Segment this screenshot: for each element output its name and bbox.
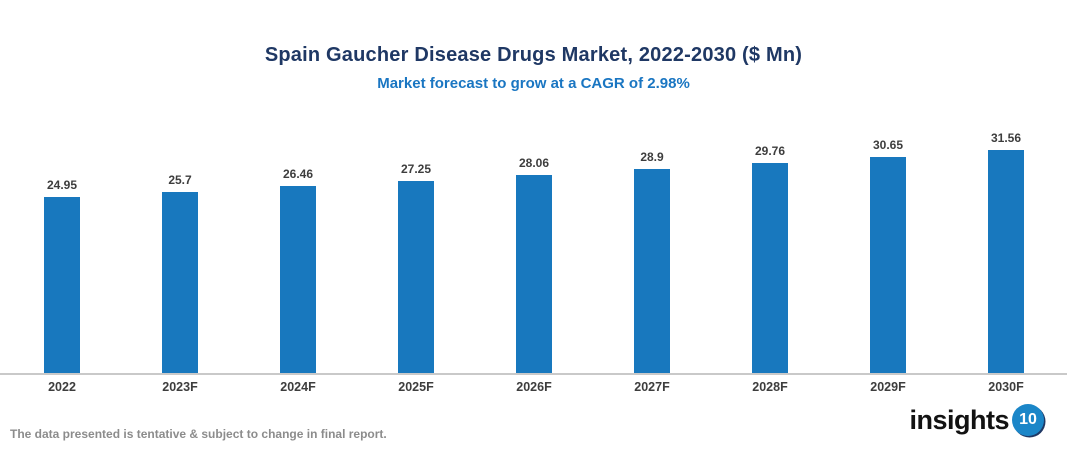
bar bbox=[280, 186, 316, 373]
chart-plot: 24.95 25.7 26.46 27.25 28.06 28.9 29.76 30.65 31… bbox=[3, 100, 1065, 373]
bar bbox=[44, 196, 80, 373]
x-axis-label: 2028F bbox=[752, 380, 788, 394]
bar-value-label: 28.9 bbox=[640, 149, 664, 164]
bar-value-label: 28.06 bbox=[518, 155, 550, 170]
chart-subtitle: Market forecast to grow at a CAGR of 2.9… bbox=[377, 75, 690, 92]
bar-value-label: 24.95 bbox=[46, 177, 78, 192]
chart-title: Spain Gaucher Disease Drugs Market, 2022… bbox=[264, 44, 803, 66]
bar-value-label: 26.46 bbox=[282, 167, 314, 182]
bar-value-label: 29.76 bbox=[754, 143, 786, 158]
chart-x-labels: 2022 2023F 2024F 2025F 2026F 2027F 2028F 2029F 2… bbox=[3, 380, 1065, 394]
bar bbox=[988, 150, 1024, 373]
x-axis-label: 2022 bbox=[48, 380, 76, 394]
bar-value-label: 30.65 bbox=[872, 137, 904, 152]
bar-column: 27.25 bbox=[357, 162, 475, 373]
x-axis-label: 2029F bbox=[870, 380, 906, 394]
x-axis-label: 2030F bbox=[988, 380, 1024, 394]
insights10-logo: insights 10 bbox=[909, 404, 1044, 436]
bar bbox=[752, 162, 788, 373]
bar bbox=[516, 174, 552, 373]
bar-column: 29.76 bbox=[711, 144, 829, 373]
bar bbox=[870, 156, 906, 373]
chart-header: Spain Gaucher Disease Drugs Market, 2022… bbox=[0, 44, 1067, 92]
x-axis-label: 2026F bbox=[516, 380, 552, 394]
bar-value-label: 25.7 bbox=[168, 172, 192, 187]
bar bbox=[398, 180, 434, 373]
x-axis-label: 2027F bbox=[634, 380, 670, 394]
bar-value-label: 31.56 bbox=[990, 131, 1022, 146]
logo-badge-icon: 10 bbox=[1012, 404, 1044, 436]
disclaimer-text: The data presented is tentative & subjec… bbox=[10, 427, 387, 441]
bar-column: 31.56 bbox=[947, 131, 1065, 373]
x-axis-label: 2024F bbox=[280, 380, 316, 394]
bar bbox=[162, 191, 198, 373]
bar-column: 28.06 bbox=[475, 156, 593, 373]
logo-text: insights bbox=[909, 404, 1009, 435]
x-axis-label: 2025F bbox=[398, 380, 434, 394]
bar-column: 28.9 bbox=[593, 150, 711, 373]
x-axis-line bbox=[0, 373, 1067, 375]
x-axis-label: 2023F bbox=[162, 380, 198, 394]
bar-column: 24.95 bbox=[3, 178, 121, 373]
bar bbox=[634, 168, 670, 373]
bar-column: 26.46 bbox=[239, 167, 357, 373]
bar-value-label: 27.25 bbox=[400, 161, 432, 176]
bar-column: 25.7 bbox=[121, 173, 239, 373]
bar-column: 30.65 bbox=[829, 138, 947, 373]
